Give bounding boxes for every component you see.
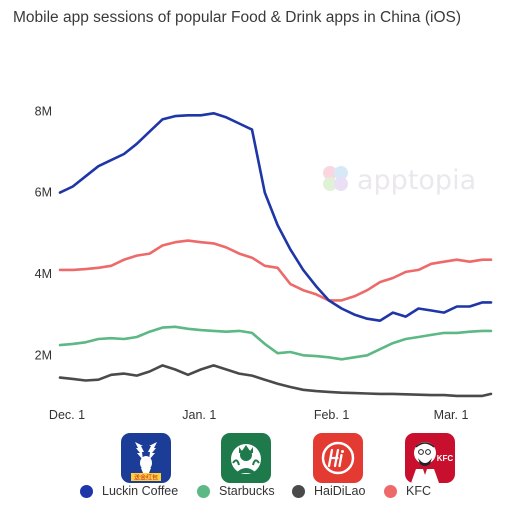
x-tick-label: Jan. 1 <box>182 408 216 422</box>
x-tick-label: Feb. 1 <box>314 408 349 422</box>
starbucks-siren-logo <box>221 433 271 483</box>
x-tick-label: Mar. 1 <box>434 408 469 422</box>
luckin-deer-logo: 送金红包 <box>121 433 171 483</box>
legend-label-luckin-coffee: Luckin Coffee <box>102 484 179 498</box>
legend-swatch-kfc <box>384 484 397 498</box>
kfc-colonel-logo: KFC <box>405 433 455 483</box>
svg-text:送金红包: 送金红包 <box>134 474 158 482</box>
legend-swatch-haidilao <box>292 484 305 498</box>
apptopia-watermark: apptopia <box>323 165 476 196</box>
watermark-text: apptopia <box>357 165 476 196</box>
legend-item-luckin-coffee: Luckin Coffee <box>80 484 178 498</box>
chart-legend: Luckin Coffee Starbucks HaiDiLao KFC <box>0 484 510 504</box>
legend-label-starbucks: Starbucks <box>219 484 275 498</box>
legend-swatch-luckin-coffee <box>80 484 93 498</box>
y-tick-label: 6M <box>35 186 52 200</box>
legend-item-haidilao: HaiDiLao <box>292 484 365 498</box>
line-chart: apptopia 2M 4M 6M 8M Dec. 1 Jan. 1 Feb. 1 Mar.… <box>35 104 493 422</box>
series-line-haidilao <box>58 364 493 398</box>
apptopia-logo-icon <box>323 166 348 191</box>
haidilao-hi-logo <box>313 433 363 483</box>
y-tick-label: 4M <box>35 267 52 281</box>
legend-label-haidilao: HaiDiLao <box>314 484 366 498</box>
series-line-starbucks <box>58 325 493 361</box>
y-tick-label: 8M <box>35 104 52 118</box>
y-tick-label: 2M <box>35 348 52 362</box>
series-line-luckin-coffee <box>58 112 493 322</box>
series-line-kfc <box>58 239 493 302</box>
legend-swatch-starbucks <box>197 484 210 498</box>
legend-label-kfc: KFC <box>406 484 431 498</box>
svg-text:KFC: KFC <box>437 454 454 463</box>
legend-item-starbucks: Starbucks <box>197 484 275 498</box>
chart-title: Mobile app sessions of popular Food & Dr… <box>13 9 462 26</box>
legend-item-kfc: KFC <box>384 484 431 498</box>
x-tick-label: Dec. 1 <box>49 408 85 422</box>
